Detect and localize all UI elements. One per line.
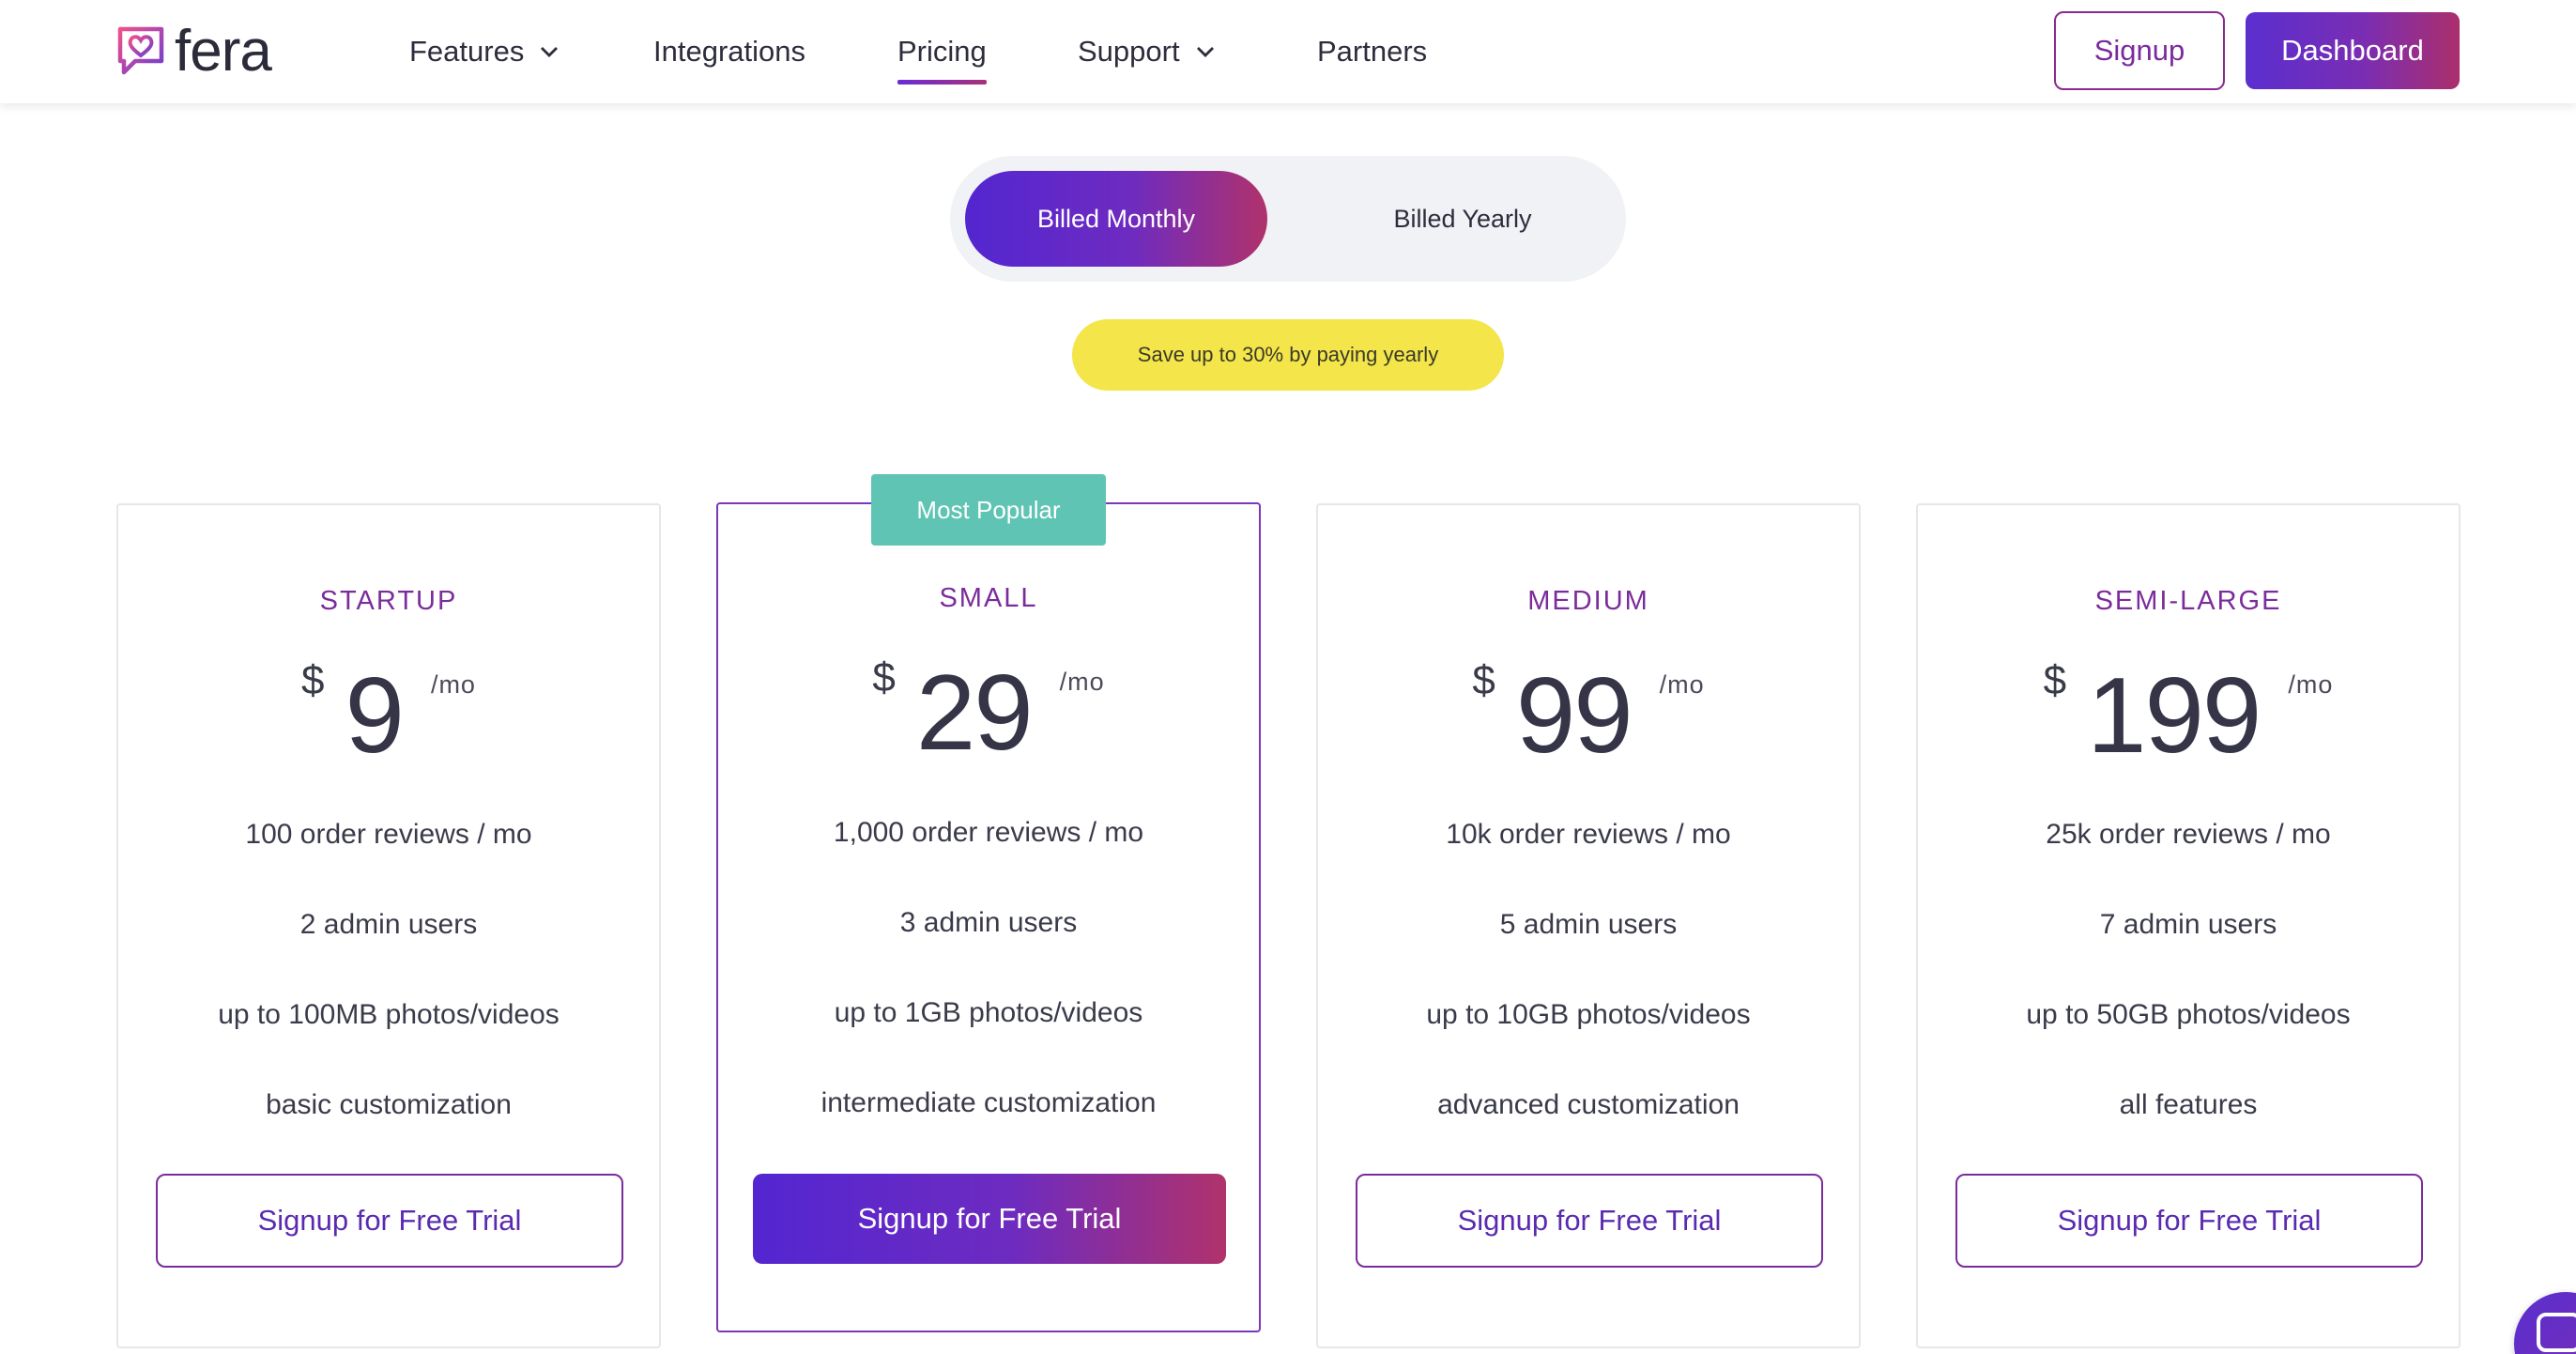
nav-partners[interactable]: Partners	[1317, 28, 1427, 75]
plan-feature: up to 1GB photos/videos	[834, 997, 1143, 1028]
price-currency: $	[301, 657, 325, 703]
billed-monthly-option[interactable]: Billed Monthly	[965, 171, 1267, 267]
nav-features[interactable]: Features	[409, 28, 560, 75]
plan-feature: up to 50GB photos/videos	[2026, 999, 2351, 1030]
price-period: /mo	[1659, 670, 1705, 699]
heart-bubble-icon	[117, 26, 164, 75]
plan-feature: 25k order reviews / mo	[2046, 819, 2331, 850]
nav-integrations-label: Integrations	[653, 35, 805, 68]
most-popular-badge: Most Popular	[871, 474, 1106, 546]
free-trial-button[interactable]: Signup for Free Trial	[1955, 1174, 2423, 1268]
nav-support-label: Support	[1078, 35, 1180, 68]
plan-feature: basic customization	[266, 1089, 512, 1120]
nav-pricing[interactable]: Pricing	[897, 28, 987, 85]
plan-feature: up to 10GB photos/videos	[1426, 999, 1751, 1030]
signup-button[interactable]: Signup	[2054, 11, 2225, 90]
plan-name: STARTUP	[319, 586, 458, 616]
top-navigation-bar: fera Features Integrations Pricing Suppo…	[0, 0, 2576, 103]
plan-feature: 10k order reviews / mo	[1446, 819, 1731, 850]
price-amount: 99	[1515, 656, 1633, 776]
price-period: /mo	[430, 670, 476, 699]
save-yearly-note: Save up to 30% by paying yearly	[1072, 319, 1504, 391]
plan-card-startup: STARTUP $ 9 /mo 100 order reviews / mo 2…	[116, 503, 661, 1348]
free-trial-button[interactable]: Signup for Free Trial	[1356, 1174, 1823, 1268]
plan-feature: 7 admin users	[2099, 909, 2277, 940]
plan-feature: all features	[2119, 1089, 2258, 1120]
plan-name: SMALL	[939, 583, 1038, 613]
plan-feature: 2 admin users	[299, 909, 478, 940]
price-currency: $	[1472, 657, 1495, 703]
plan-feature: 5 admin users	[1499, 909, 1678, 940]
plan-name: SEMI-LARGE	[2094, 586, 2282, 616]
plan-feature: 100 order reviews / mo	[245, 819, 532, 850]
price-period: /mo	[2288, 670, 2334, 699]
plan-card-medium: MEDIUM $ 99 /mo 10k order reviews / mo 5…	[1316, 503, 1861, 1348]
billing-toggle: Billed Monthly Billed Yearly	[950, 156, 1626, 282]
price-amount: 29	[915, 654, 1034, 773]
plan-card-semi-large: SEMI-LARGE $ 199 /mo 25k order reviews /…	[1916, 503, 2461, 1348]
nav-pricing-label: Pricing	[897, 35, 987, 68]
plan-name: MEDIUM	[1527, 586, 1649, 616]
plan-feature: 1,000 order reviews / mo	[833, 817, 1144, 848]
chevron-down-icon	[1196, 47, 1214, 57]
plan-feature: 3 admin users	[899, 907, 1078, 938]
brand-wordmark: fera	[175, 19, 272, 84]
price-amount: 9	[345, 656, 405, 776]
chat-widget-button[interactable]	[2514, 1292, 2576, 1354]
price-amount: 199	[2087, 656, 2262, 776]
nav-partners-label: Partners	[1317, 35, 1428, 68]
price-currency: $	[872, 654, 896, 700]
plan-price: $ 99 /mo	[1318, 655, 1859, 777]
nav-integrations[interactable]: Integrations	[653, 28, 805, 75]
plan-price: $ 29 /mo	[718, 653, 1259, 775]
plan-card-small: SMALL $ 29 /mo 1,000 order reviews / mo …	[716, 502, 1261, 1332]
plan-price: $ 199 /mo	[1918, 655, 2459, 777]
nav-support[interactable]: Support	[1078, 28, 1216, 75]
dashboard-button[interactable]: Dashboard	[2246, 12, 2460, 89]
nav-features-label: Features	[409, 35, 525, 68]
free-trial-button[interactable]: Signup for Free Trial	[753, 1174, 1226, 1264]
chat-icon	[2537, 1313, 2576, 1352]
chevron-down-icon	[541, 47, 559, 57]
price-period: /mo	[1059, 668, 1105, 696]
plan-feature: advanced customization	[1437, 1089, 1740, 1120]
fera-logo[interactable]: fera	[115, 19, 272, 85]
plan-price: $ 9 /mo	[118, 655, 659, 777]
free-trial-button[interactable]: Signup for Free Trial	[156, 1174, 623, 1268]
plan-feature: up to 100MB photos/videos	[218, 999, 560, 1030]
plan-feature: intermediate customization	[820, 1087, 1157, 1118]
billed-yearly-option[interactable]: Billed Yearly	[1393, 204, 1532, 233]
price-currency: $	[2043, 657, 2067, 703]
